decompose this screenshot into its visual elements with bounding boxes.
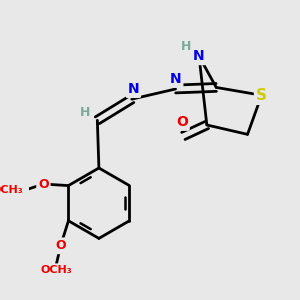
Text: H: H [80,106,90,119]
Text: OCH₃: OCH₃ [40,265,72,275]
Text: OCH₃: OCH₃ [0,185,23,195]
Text: O: O [176,115,188,129]
Text: N: N [170,72,182,86]
Text: S: S [256,88,267,103]
Text: N: N [128,82,139,96]
Text: O: O [38,178,49,190]
Text: O: O [55,239,66,252]
Text: N: N [193,49,205,63]
Text: H: H [181,40,191,53]
